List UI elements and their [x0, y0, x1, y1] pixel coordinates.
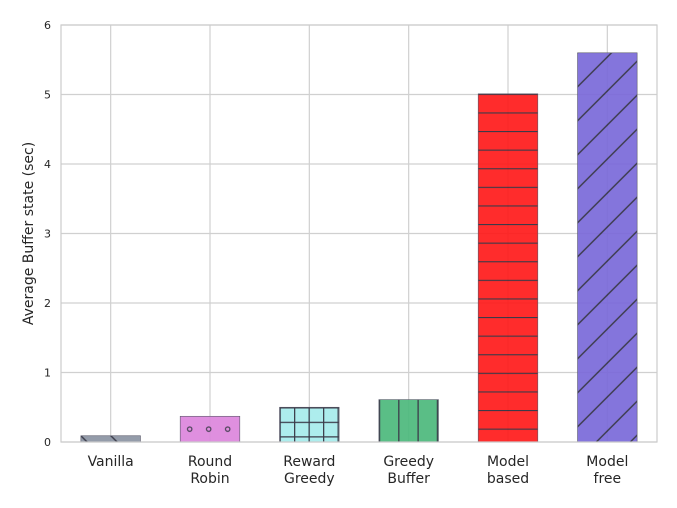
x-axis-ticks: Vanilla Round Robin Reward Greedy Greedy Buffe… — [88, 454, 629, 487]
x-tick-label-model-free: Model free — [586, 454, 628, 487]
y-tick-label: 3 — [44, 228, 51, 241]
y-axis-ticks: 0 1 2 3 4 5 6 — [44, 19, 51, 449]
x-tick-label-greedy-buffer: Greedy Buffer — [383, 454, 434, 487]
bar-greedy-buffer — [378, 399, 439, 443]
plot-frame — [60, 24, 658, 443]
grid-lines — [61, 24, 657, 443]
y-tick-label: 5 — [44, 89, 51, 102]
x-tick-label-round-robin: Round Robin — [188, 454, 232, 487]
y-tick-label: 1 — [44, 367, 51, 380]
bar-round-robin — [179, 415, 241, 443]
bar-model-free — [577, 52, 638, 443]
bar-reward-greedy — [279, 406, 340, 443]
y-axis-title: Average Buffer state (sec) — [21, 142, 37, 325]
x-tick-label-model-based: Model based — [487, 454, 529, 487]
bar-model-based — [477, 93, 539, 443]
y-tick-label: 2 — [44, 297, 51, 310]
bars — [80, 52, 638, 443]
y-tick-label: 6 — [44, 19, 51, 32]
x-tick-label-vanilla: Vanilla — [88, 454, 134, 470]
bar-vanilla — [80, 435, 141, 443]
y-tick-label: 4 — [44, 158, 51, 171]
x-tick-label-reward-greedy: Reward Greedy — [283, 454, 335, 487]
y-tick-label: 0 — [44, 436, 51, 449]
